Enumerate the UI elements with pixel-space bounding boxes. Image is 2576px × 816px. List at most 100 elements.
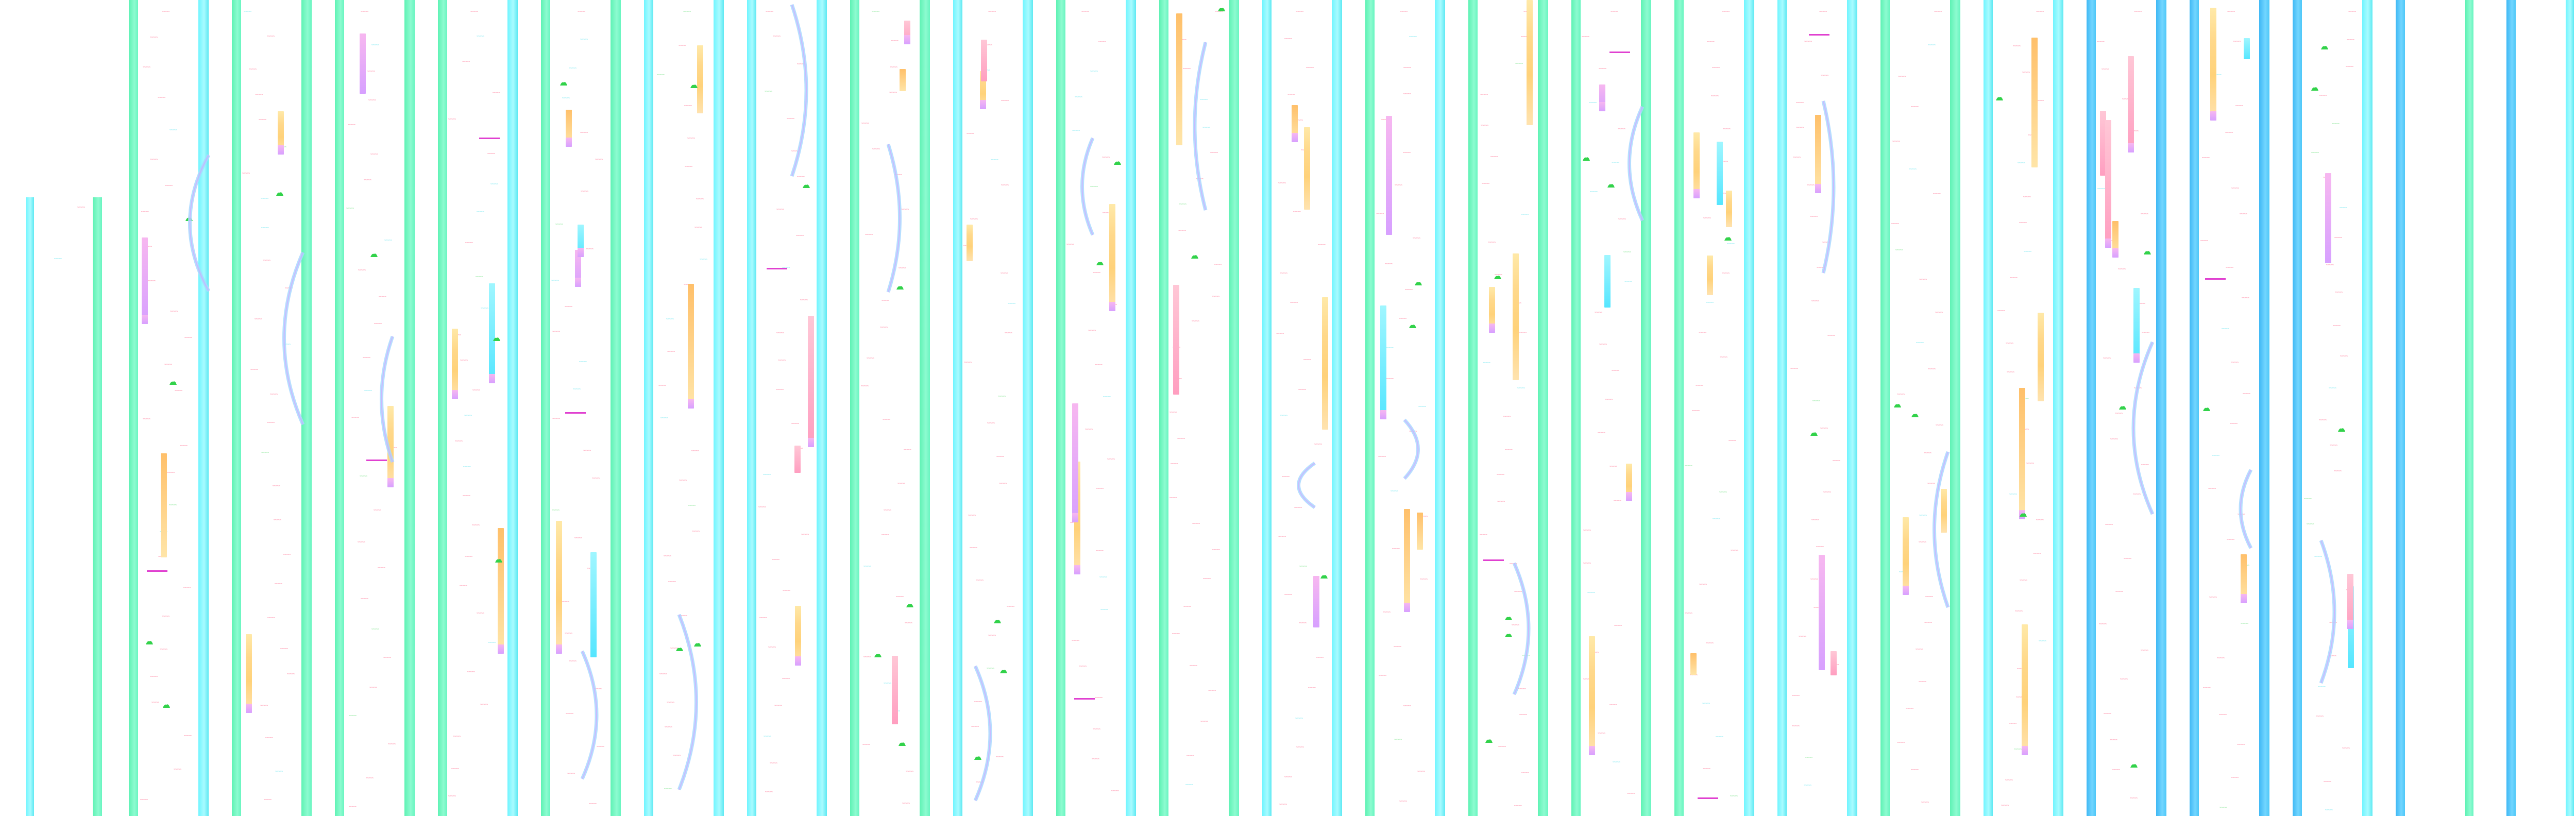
- data-label: ~~~~~: [1916, 648, 1924, 651]
- data-label: ~~~~~: [348, 124, 356, 127]
- rail-left: [1777, 0, 1787, 816]
- data-label: ~~~~~: [2122, 98, 2130, 101]
- data-label: ~~~~~: [1796, 126, 1804, 129]
- data-label: ~~~~~: [872, 148, 880, 151]
- data-label: ~~~~~: [1719, 491, 1727, 494]
- data-label: ~~~~~: [595, 158, 603, 161]
- range-bar: [2019, 388, 2025, 519]
- data-label: ~~~~~: [565, 305, 573, 309]
- data-label: ~~~~~: [2227, 10, 2235, 13]
- data-label: ~~~~~: [1595, 311, 1603, 314]
- data-label: ~~~~~: [1927, 482, 1936, 485]
- data-label: ~~~~~: [1070, 521, 1078, 524]
- data-label: ~~~~~: [657, 74, 665, 77]
- data-label: ~~~~~: [865, 233, 873, 236]
- green-blob-icon: [1583, 157, 1590, 161]
- data-label: ~~~~~: [1001, 99, 1009, 103]
- data-label: ~~~~~: [658, 384, 667, 387]
- green-blob-icon: [994, 620, 1001, 623]
- data-label: ~~~~~: [2097, 41, 2105, 44]
- green-blob-icon: [370, 253, 378, 257]
- data-label: ~~~~~: [151, 701, 160, 704]
- data-label: ~~~~~: [783, 589, 791, 592]
- data-label: ~~~~~: [1919, 514, 1927, 517]
- data-label: ~~~~~: [141, 211, 149, 214]
- range-bar: [892, 656, 898, 724]
- data-label: ~~~~~: [1811, 519, 1820, 522]
- range-bar: [142, 315, 148, 324]
- data-label: ~~~~~: [905, 622, 913, 625]
- data-label: ~~~~~: [470, 10, 479, 13]
- data-label: ~~~~~: [2202, 157, 2210, 160]
- data-label: ~~~~~: [673, 754, 681, 757]
- data-label: ~~~~~: [872, 10, 880, 13]
- range-bar: [1380, 410, 1386, 419]
- data-label: ~~~~~: [1318, 244, 1326, 247]
- range-bar: [1941, 489, 1947, 533]
- magenta-marker-icon: [366, 460, 387, 461]
- data-label: ~~~~~: [791, 150, 800, 153]
- data-label: ~~~~~: [1521, 213, 1529, 216]
- range-bar: [1626, 492, 1632, 501]
- rail-left: [2190, 0, 2199, 816]
- data-label: ~~~~~: [579, 361, 587, 364]
- data-label: ~~~~~: [463, 466, 471, 469]
- range-bar: [1726, 191, 1732, 227]
- magenta-marker-icon: [2205, 278, 2226, 280]
- data-label: ~~~~~: [2335, 291, 2343, 294]
- ribbon-arc-icon: [282, 251, 305, 426]
- data-label: ~~~~~: [970, 218, 978, 221]
- green-blob-icon: [874, 654, 882, 657]
- data-label: ~~~~~: [1925, 596, 1934, 599]
- data-label: ~~~~~: [592, 477, 600, 480]
- data-label: ~~~~~: [1172, 633, 1180, 636]
- data-label: ~~~~~: [581, 190, 589, 193]
- rail-left: [1365, 0, 1375, 816]
- data-label: ~~~~~: [763, 473, 771, 477]
- data-label: ~~~~~: [999, 482, 1007, 485]
- data-label: ~~~~~: [1212, 549, 1221, 552]
- data-label: ~~~~~: [250, 368, 259, 371]
- data-label: ~~~~~: [379, 296, 387, 299]
- data-label: ~~~~~: [2319, 419, 2327, 422]
- data-label: ~~~~~: [967, 132, 975, 135]
- data-label: ~~~~~: [2020, 579, 2028, 582]
- data-label: ~~~~~: [255, 318, 263, 321]
- data-label: ~~~~~: [862, 743, 871, 746]
- data-label: ~~~~~: [668, 581, 676, 584]
- data-label: ~~~~~: [1394, 738, 1402, 741]
- data-label: ~~~~~: [1514, 590, 1522, 593]
- data-label: ~~~~~: [170, 310, 178, 313]
- magenta-marker-icon: [147, 570, 167, 572]
- green-blob-icon: [2020, 513, 2027, 517]
- data-label: ~~~~~: [778, 359, 786, 362]
- data-label: ~~~~~: [2242, 297, 2250, 300]
- green-blob-icon: [676, 648, 683, 651]
- data-label: ~~~~~: [2141, 649, 2149, 652]
- data-label: ~~~~~: [1685, 612, 1693, 615]
- ribbon-arc-icon: [1821, 100, 1836, 274]
- green-blob-icon: [2203, 407, 2210, 411]
- data-label: ~~~~~: [351, 416, 360, 419]
- data-label: ~~~~~: [2033, 552, 2041, 555]
- rail-left: [129, 0, 138, 816]
- range-bar: [2133, 353, 2140, 363]
- ribbon-arc-icon: [973, 665, 992, 802]
- green-blob-icon: [1494, 276, 1501, 279]
- data-label: ~~~~~: [169, 504, 177, 507]
- data-label: ~~~~~: [481, 307, 489, 310]
- data-label: ~~~~~: [552, 330, 561, 333]
- data-label: ~~~~~: [1599, 343, 1607, 346]
- data-label: ~~~~~: [987, 667, 995, 670]
- data-label: ~~~~~: [1399, 800, 1408, 803]
- data-label: ~~~~~: [1618, 128, 1626, 131]
- data-label: ~~~~~: [1722, 272, 1730, 275]
- range-bar: [556, 521, 562, 654]
- data-label: ~~~~~: [694, 226, 703, 229]
- data-label: ~~~~~: [358, 541, 366, 544]
- data-label: ~~~~~: [904, 449, 912, 452]
- green-blob-icon: [493, 337, 500, 341]
- data-label: ~~~~~: [2332, 123, 2340, 126]
- data-label: ~~~~~: [569, 67, 577, 70]
- data-label: ~~~~~: [1897, 741, 1905, 744]
